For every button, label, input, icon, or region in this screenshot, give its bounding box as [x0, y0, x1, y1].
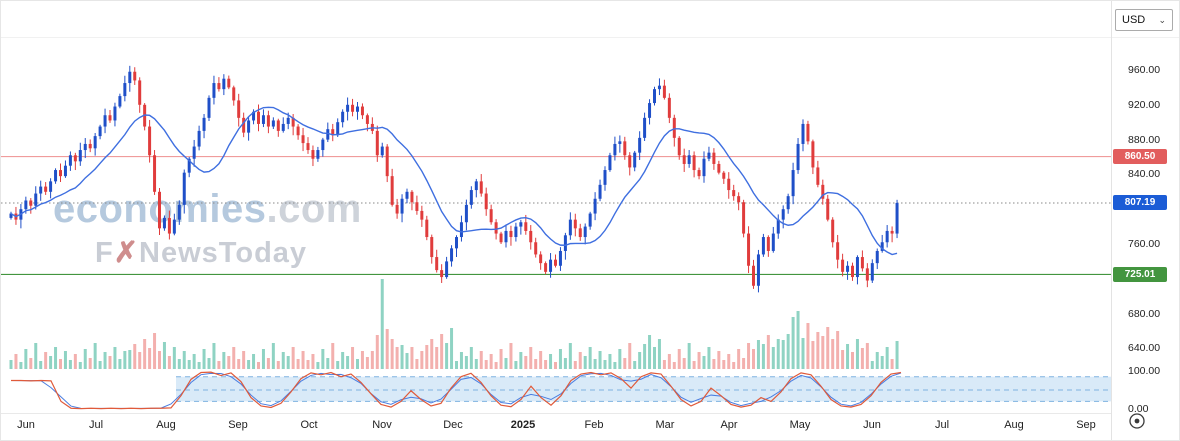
- x-axis-label: Feb: [584, 419, 604, 431]
- watermark-x-icon: ✗: [113, 237, 140, 269]
- y-axis-label: 0.00: [1128, 403, 1149, 415]
- y-axis-label: 920.00: [1128, 98, 1161, 111]
- crosshair-icon: [1129, 413, 1145, 429]
- currency-label: USD: [1122, 14, 1146, 26]
- crosshair-button[interactable]: [1127, 411, 1147, 431]
- x-axis-label: Aug: [156, 419, 176, 431]
- watermark-tagline-rest: NewsToday: [139, 237, 308, 269]
- watermark-brand-suffix: .com: [266, 187, 362, 231]
- x-axis-label: Jul: [934, 419, 950, 431]
- x-axis-label: Jun: [863, 419, 881, 431]
- x-axis: Jun Jul Aug Sep Oct Nov Dec 2025 Feb Mar Apr May Jun…: [1, 419, 1179, 439]
- currency-select[interactable]: USD ⌄: [1115, 9, 1173, 31]
- x-axis-label: Mar: [655, 419, 675, 431]
- y-axis: 960.00 920.00 880.00 840.00 760.00 680.00 640.…: [1111, 1, 1179, 440]
- price-badge: 807.19: [1113, 195, 1167, 211]
- x-axis-label: Jul: [88, 419, 104, 431]
- top-divider: [1, 37, 1179, 38]
- x-axis-line: [1, 413, 1111, 414]
- price-badge: 860.50: [1113, 149, 1167, 165]
- x-axis-label: Sep: [228, 419, 248, 431]
- price-badge: 725.01: [1113, 266, 1167, 282]
- x-axis-label: Nov: [372, 419, 392, 431]
- y-axis-label: 840.00: [1128, 168, 1161, 181]
- y-axis-label: 100.00: [1128, 365, 1161, 377]
- y-axis-label: 960.00: [1128, 64, 1161, 76]
- x-axis-label: 2025: [510, 419, 536, 431]
- x-axis-label: Oct: [300, 419, 318, 431]
- chevron-down-icon: ⌄: [1158, 14, 1166, 25]
- y-axis-label: 880.00: [1128, 133, 1161, 146]
- watermark-tagline-f: F: [95, 237, 114, 269]
- x-axis-label: Dec: [443, 419, 463, 431]
- watermark-tagline: F✗NewsToday: [95, 235, 362, 270]
- x-axis-label: May: [789, 419, 811, 431]
- y-axis-divider: [1111, 1, 1112, 440]
- y-axis-label: 640.00: [1128, 342, 1161, 355]
- y-axis-label: 680.00: [1128, 307, 1161, 320]
- x-axis-label: Apr: [720, 419, 738, 431]
- x-axis-label: Jun: [17, 419, 35, 431]
- x-axis-label: Sep: [1076, 419, 1096, 431]
- x-axis-label: Aug: [1004, 419, 1024, 431]
- y-axis-label: 760.00: [1128, 238, 1161, 250]
